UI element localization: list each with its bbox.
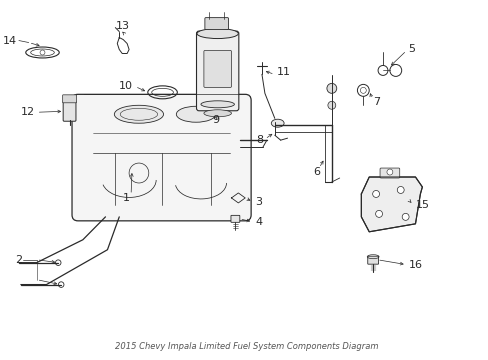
Ellipse shape bbox=[271, 119, 284, 127]
FancyBboxPatch shape bbox=[72, 94, 251, 221]
Circle shape bbox=[372, 190, 379, 197]
Circle shape bbox=[326, 84, 336, 93]
Circle shape bbox=[327, 101, 335, 109]
FancyBboxPatch shape bbox=[63, 101, 76, 121]
Text: 5: 5 bbox=[408, 44, 415, 54]
Ellipse shape bbox=[176, 106, 215, 122]
Ellipse shape bbox=[114, 105, 163, 123]
Text: 15: 15 bbox=[415, 200, 428, 210]
FancyBboxPatch shape bbox=[367, 256, 378, 264]
Ellipse shape bbox=[197, 28, 238, 39]
Text: 11: 11 bbox=[276, 67, 290, 77]
FancyBboxPatch shape bbox=[230, 215, 239, 222]
Text: 1: 1 bbox=[123, 193, 130, 203]
Ellipse shape bbox=[203, 110, 231, 117]
Text: 7: 7 bbox=[372, 97, 380, 107]
Circle shape bbox=[401, 213, 408, 220]
Text: 10: 10 bbox=[119, 81, 133, 91]
Text: 14: 14 bbox=[3, 36, 17, 46]
FancyBboxPatch shape bbox=[379, 168, 399, 178]
Text: 6: 6 bbox=[312, 167, 319, 177]
Text: 13: 13 bbox=[116, 21, 130, 31]
Text: 9: 9 bbox=[211, 115, 219, 125]
FancyBboxPatch shape bbox=[203, 50, 231, 87]
Text: 4: 4 bbox=[255, 217, 262, 227]
Circle shape bbox=[386, 169, 392, 175]
Polygon shape bbox=[361, 177, 422, 232]
FancyBboxPatch shape bbox=[196, 31, 238, 111]
Text: 8: 8 bbox=[255, 135, 263, 145]
Circle shape bbox=[396, 186, 404, 193]
Circle shape bbox=[375, 210, 382, 217]
Text: 3: 3 bbox=[255, 197, 262, 207]
Ellipse shape bbox=[201, 101, 234, 108]
Text: 12: 12 bbox=[20, 107, 35, 117]
Text: 16: 16 bbox=[408, 260, 422, 270]
Text: 2015 Chevy Impala Limited Fuel System Components Diagram: 2015 Chevy Impala Limited Fuel System Co… bbox=[115, 342, 378, 351]
FancyBboxPatch shape bbox=[62, 95, 76, 103]
FancyBboxPatch shape bbox=[204, 18, 228, 30]
Text: 2: 2 bbox=[15, 255, 22, 265]
